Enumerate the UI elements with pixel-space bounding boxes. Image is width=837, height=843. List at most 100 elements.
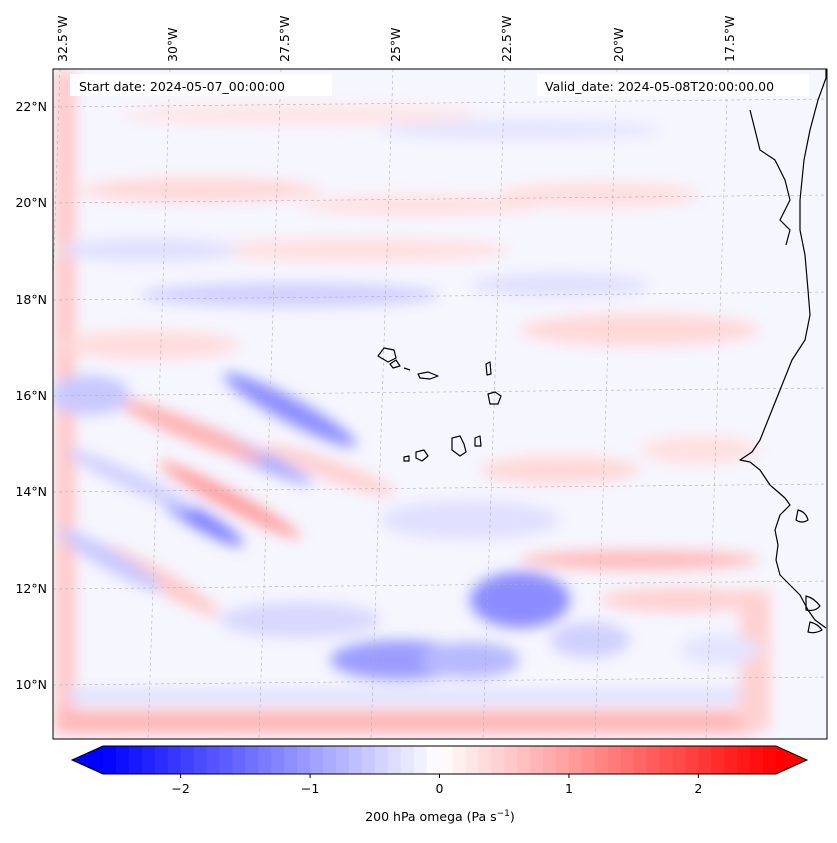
cape-verde-santiago bbox=[451, 435, 467, 457]
bissagos-islands bbox=[805, 595, 821, 612]
lon-label: 30°W bbox=[165, 27, 180, 62]
colorbar-cell bbox=[568, 746, 583, 774]
colorbar-cell bbox=[607, 746, 622, 774]
colorbar-cell bbox=[426, 746, 441, 774]
colorbar-cell bbox=[167, 746, 182, 774]
cape-blanc-islands bbox=[749, 109, 791, 246]
colorbar-cell bbox=[530, 746, 544, 774]
cape-verde-santo-antao bbox=[377, 347, 397, 363]
cape-verde-maio bbox=[474, 435, 482, 447]
colorbar-cell bbox=[232, 746, 246, 774]
colorbar-cell bbox=[400, 746, 415, 774]
cape-verde-fogo bbox=[415, 449, 429, 462]
lon-label: 17.5°W bbox=[722, 16, 737, 62]
coastlines bbox=[377, 69, 827, 634]
start-date-label: Start date: 2024-05-07_00:00:00 bbox=[79, 79, 285, 94]
meridian-gridline bbox=[370, 69, 394, 739]
colorbar-cell bbox=[387, 746, 402, 774]
longitude-labels: 32.5°W 30°W 27.5°W 25°W 22.5°W 20°W 17.5… bbox=[55, 16, 737, 62]
colorbar-tick-label: −1 bbox=[301, 781, 319, 796]
map-gridlines bbox=[53, 69, 827, 739]
lon-label: 32.5°W bbox=[55, 16, 70, 62]
colorbar-cell bbox=[193, 746, 208, 774]
colorbar-cell bbox=[517, 746, 531, 774]
colorbar-label: 200 hPa omega (Pa s−1) bbox=[365, 809, 515, 824]
colorbar-cell bbox=[452, 746, 466, 774]
map-frame bbox=[52, 68, 828, 740]
colorbar-cell bbox=[297, 746, 311, 774]
colorbar-cell bbox=[465, 746, 479, 774]
colorbar-cell bbox=[284, 746, 298, 774]
colorbar-cell bbox=[128, 746, 143, 774]
colorbar-cell bbox=[491, 746, 505, 774]
lon-label: 25°W bbox=[388, 27, 403, 62]
cape-verde-brava bbox=[403, 455, 410, 462]
meridian-gridline bbox=[594, 69, 618, 739]
colorbar-cell bbox=[685, 746, 699, 774]
lat-label: 12°N bbox=[15, 581, 47, 596]
lat-label: 14°N bbox=[15, 484, 47, 499]
meridian-gridline bbox=[258, 69, 282, 739]
lat-label: 20°N bbox=[15, 195, 47, 210]
cape-verde-sao-nicolau bbox=[417, 371, 439, 380]
omega-field bbox=[53, 69, 827, 739]
colorbar-cell bbox=[724, 746, 738, 774]
colorbar: −2 −1 0 1 2 200 hPa omega (Pa s−1) bbox=[70, 745, 809, 824]
colorbar-cell bbox=[335, 746, 350, 774]
colorbar-cell bbox=[245, 746, 259, 774]
colorbar-outline bbox=[70, 745, 809, 775]
colorbar-cell bbox=[711, 746, 725, 774]
start-date-box bbox=[70, 74, 332, 96]
colorbar-cell bbox=[698, 746, 712, 774]
cape-verde-boa-vista bbox=[487, 391, 502, 405]
colorbar-cell bbox=[361, 746, 376, 774]
meridian-gridline bbox=[147, 69, 171, 739]
colorbar-cell bbox=[115, 746, 130, 774]
colorbar-cell bbox=[271, 746, 285, 774]
colorbar-cell bbox=[258, 746, 272, 774]
colorbar-cell bbox=[141, 746, 156, 774]
colorbar-cell bbox=[348, 746, 363, 774]
lat-label: 16°N bbox=[15, 388, 47, 403]
colorbar-cell bbox=[413, 746, 428, 774]
colorbar-cell bbox=[219, 746, 234, 774]
cape-verde-sao-vicente bbox=[389, 359, 401, 369]
colorbar-cell bbox=[659, 746, 674, 774]
colorbar-cell bbox=[154, 746, 169, 774]
valid-date-label: Valid_date: 2024-05-08T20:00:00.00 bbox=[545, 79, 774, 94]
colorbar-extend-min bbox=[72, 746, 103, 774]
colorbar-cell bbox=[206, 746, 221, 774]
colorbar-tick-label: 0 bbox=[436, 781, 444, 796]
colorbar-cell bbox=[750, 746, 764, 774]
colorbar-cell bbox=[763, 746, 777, 774]
colorbar-tick-label: 1 bbox=[565, 781, 573, 796]
colorbar-cell bbox=[103, 746, 117, 774]
colorbar-cell bbox=[555, 746, 570, 774]
latitude-labels: 22°N 20°N 18°N 16°N 14°N 12°N 10°N bbox=[15, 99, 47, 692]
colorbar-cell bbox=[620, 746, 635, 774]
colorbar-extend-max bbox=[776, 746, 807, 774]
omega-blobs bbox=[53, 71, 770, 734]
colorbar-cell bbox=[543, 746, 557, 774]
colorbar-cell bbox=[646, 746, 661, 774]
colorbar-tick-label: −2 bbox=[171, 781, 189, 796]
colorbar-cell bbox=[633, 746, 648, 774]
colorbar-cell bbox=[737, 746, 751, 774]
colorbar-cell bbox=[180, 746, 195, 774]
lat-label: 18°N bbox=[15, 292, 47, 307]
valid-date-box bbox=[537, 74, 809, 96]
colorbar-cell bbox=[374, 746, 389, 774]
colorbar-cell bbox=[504, 746, 518, 774]
colorbar-ticks: −2 −1 0 1 2 bbox=[171, 774, 702, 796]
colorbar-cell bbox=[323, 746, 337, 774]
lon-label: 20°W bbox=[611, 27, 626, 62]
colorbar-cell bbox=[439, 746, 454, 774]
colorbar-cell bbox=[672, 746, 686, 774]
lat-label: 10°N bbox=[15, 677, 47, 692]
lon-label: 27.5°W bbox=[277, 16, 292, 62]
lon-label: 22.5°W bbox=[499, 16, 514, 62]
colorbar-cell bbox=[594, 746, 609, 774]
meridian-gridline bbox=[705, 69, 729, 739]
